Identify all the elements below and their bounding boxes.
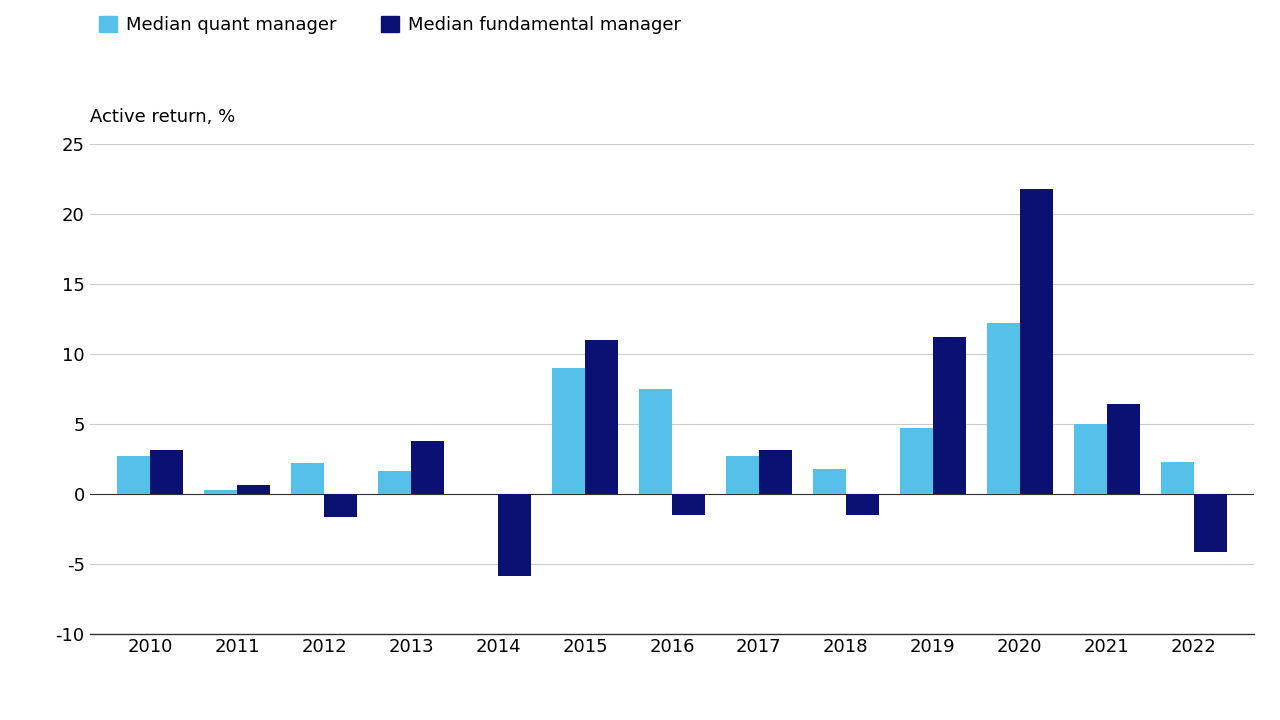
Bar [813,469,846,494]
Bar [933,337,966,494]
Bar [585,340,618,494]
Bar [639,389,672,494]
Bar [846,494,879,515]
Legend: Median quant manager, Median fundamental manager: Median quant manager, Median fundamental… [99,17,681,35]
Bar [726,456,759,494]
Bar [205,490,237,494]
Bar [292,463,324,494]
Bar [1161,462,1193,494]
Bar [1074,424,1107,494]
Bar [151,450,183,494]
Bar [1193,494,1226,552]
Bar [987,323,1020,494]
Bar [1020,189,1052,494]
Bar [411,441,444,494]
Bar [237,485,270,494]
Bar [1107,404,1139,494]
Bar [378,472,411,494]
Bar [759,450,792,494]
Bar [672,494,705,515]
Bar [324,494,357,518]
Bar [498,494,531,576]
Bar [900,428,933,494]
Text: Active return, %: Active return, % [90,108,234,126]
Bar [552,368,585,494]
Bar [118,456,151,494]
